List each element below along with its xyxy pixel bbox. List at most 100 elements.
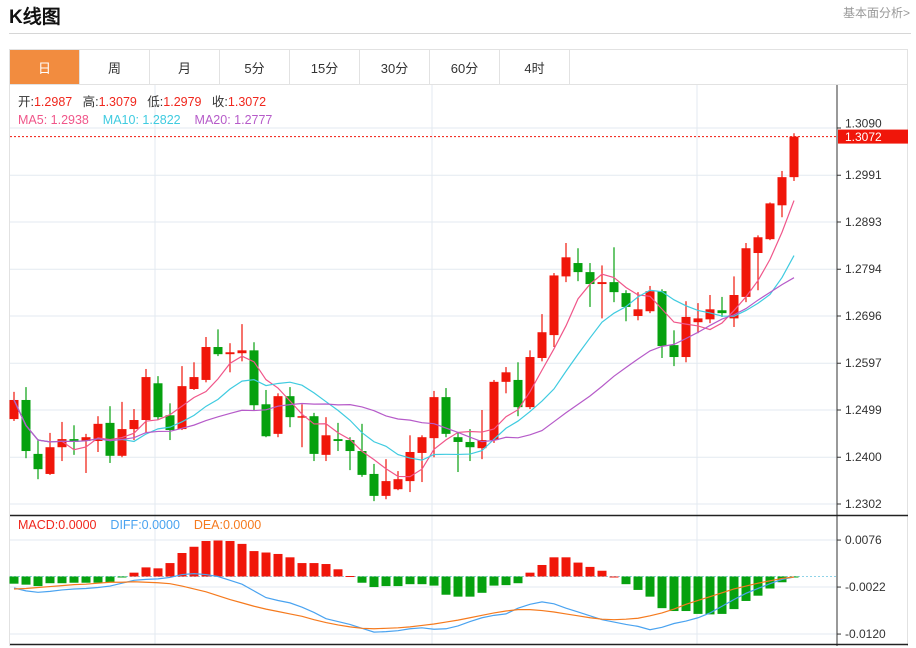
- candle-body: [765, 203, 775, 240]
- tab-30min[interactable]: 30分: [360, 50, 430, 84]
- candle: [153, 376, 163, 421]
- macd-bar: [153, 568, 163, 577]
- close-value: 1.3072: [227, 95, 267, 109]
- macd-bar: [261, 552, 271, 577]
- tab-60min[interactable]: 60分: [430, 50, 500, 84]
- candle: [333, 422, 343, 452]
- macd-bar: [201, 541, 211, 577]
- candle: [369, 463, 379, 502]
- candle: [309, 412, 319, 462]
- candle-body: [789, 136, 799, 178]
- tab-week[interactable]: 周: [80, 50, 150, 84]
- ma20-value: MA20: 1.2777: [194, 113, 273, 127]
- tab-month[interactable]: 月: [150, 50, 220, 84]
- chart-area[interactable]: [9, 85, 908, 646]
- macd-bar: [33, 576, 43, 587]
- price-tick-label: 1.2696: [845, 309, 882, 323]
- candle-body: [453, 437, 463, 442]
- candle-body: [249, 350, 259, 406]
- candle-body: [165, 415, 175, 431]
- price-tick-label: 1.2499: [845, 403, 882, 417]
- macd-bar: [633, 576, 643, 590]
- tab-day[interactable]: 日: [10, 50, 80, 84]
- candle: [501, 367, 511, 394]
- candle: [189, 362, 199, 390]
- ma10-line: [13, 255, 795, 461]
- candle-body: [501, 372, 511, 382]
- macd-bar: [249, 551, 259, 577]
- candle: [741, 242, 751, 303]
- ma-legend: MA5: 1.2938 MA10: 1.2822 MA20: 1.2777: [18, 113, 272, 128]
- macd-tick-label: -0.0022: [845, 580, 886, 594]
- candle-body: [261, 404, 271, 437]
- macd-bar: [297, 563, 307, 577]
- candle: [669, 330, 679, 367]
- candle: [117, 401, 127, 458]
- candle: [201, 336, 211, 383]
- macd-bar: [285, 557, 295, 577]
- macd-bar: [513, 576, 523, 584]
- macd-bar: [333, 569, 343, 577]
- candle: [357, 423, 367, 477]
- page-title: K线图: [9, 7, 61, 28]
- current-price-label: 1.3072: [845, 130, 882, 144]
- macd-value: MACD:0.0000: [18, 518, 97, 532]
- candle: [225, 343, 235, 373]
- candle-body: [741, 248, 751, 297]
- macd-bar: [669, 576, 679, 612]
- macd-bar: [477, 576, 487, 593]
- macd-bar: [321, 564, 331, 577]
- candle-body: [57, 439, 67, 448]
- candle-body: [609, 282, 619, 293]
- candle: [693, 303, 703, 334]
- macd-bar: [705, 576, 715, 615]
- macd-bar: [765, 576, 775, 589]
- price-tick-label: 1.2991: [845, 168, 882, 182]
- candle: [45, 432, 55, 475]
- candle: [489, 379, 499, 443]
- candle: [753, 235, 763, 291]
- fundamental-analysis-link[interactable]: 基本面分析>: [842, 6, 910, 20]
- candle: [405, 435, 415, 493]
- candle-body: [189, 377, 199, 390]
- high-label: 高:: [82, 95, 99, 109]
- candle: [513, 362, 523, 417]
- macd-bar: [57, 576, 67, 584]
- tab-4hour[interactable]: 4时: [500, 50, 570, 84]
- tab-5min[interactable]: 5分: [220, 50, 290, 84]
- macd-bar: [189, 546, 199, 577]
- macd-legend: MACD:0.0000 DIFF:0.0000 DEA:0.0000: [18, 518, 261, 533]
- dea-line: [13, 576, 795, 630]
- tab-15min[interactable]: 15分: [290, 50, 360, 84]
- price-tick-label: 1.3090: [845, 117, 882, 131]
- candle-body: [717, 310, 727, 314]
- candle: [297, 404, 307, 448]
- ma20-line: [13, 277, 795, 443]
- candle-body: [333, 439, 343, 442]
- candle-body: [141, 377, 151, 421]
- candle-body: [393, 479, 403, 490]
- candle: [141, 368, 151, 433]
- macd-bar: [657, 576, 667, 609]
- macd-tick-label: -0.0120: [845, 627, 886, 641]
- candle-body: [225, 352, 235, 355]
- candle: [345, 437, 355, 471]
- candle-body: [777, 177, 787, 206]
- candle-body: [345, 440, 355, 452]
- macd-bar: [117, 576, 127, 578]
- candle: [9, 391, 19, 421]
- candle-body: [417, 437, 427, 453]
- candle: [561, 242, 571, 283]
- macd-bar: [165, 563, 175, 577]
- macd-bar: [525, 572, 535, 577]
- candle-body: [429, 397, 439, 439]
- candle-body: [525, 357, 535, 408]
- candle: [177, 366, 187, 431]
- candle-body: [441, 397, 451, 434]
- candle: [765, 202, 775, 241]
- candle-body: [477, 440, 487, 449]
- candle-body: [69, 439, 79, 442]
- candle: [621, 290, 631, 322]
- macd-bar: [609, 576, 619, 578]
